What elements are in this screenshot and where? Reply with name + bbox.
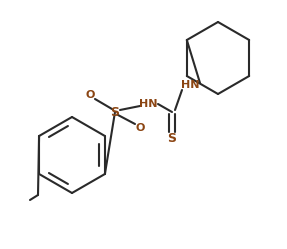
Text: S: S bbox=[110, 106, 119, 119]
Text: O: O bbox=[85, 90, 95, 100]
Text: HN: HN bbox=[139, 99, 157, 109]
Text: HN: HN bbox=[181, 80, 199, 90]
Text: S: S bbox=[168, 131, 177, 144]
Text: O: O bbox=[135, 123, 145, 133]
